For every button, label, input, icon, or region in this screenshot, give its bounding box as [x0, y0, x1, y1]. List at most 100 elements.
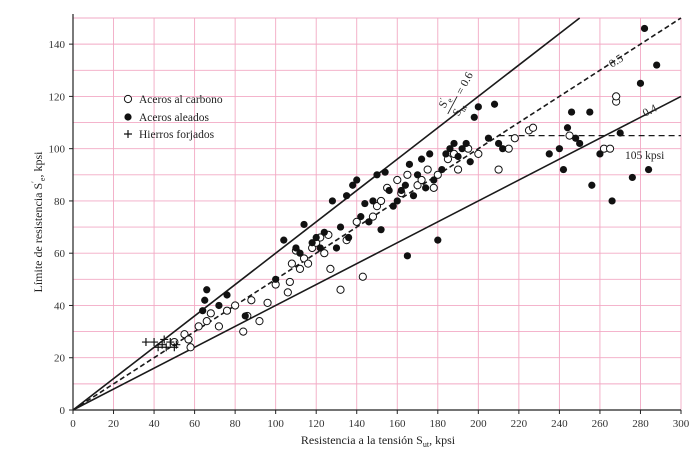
y-tick-label: 80: [54, 196, 66, 208]
point-alloy-steel: [405, 160, 414, 168]
point-alloy-steel: [292, 244, 300, 252]
point-alloy-steel: [484, 134, 493, 142]
y-axis-title-main: Límite de resistencia S: [31, 183, 45, 293]
point-alloy-steel: [640, 24, 649, 33]
point-alloy-steel: [454, 152, 462, 161]
ratio-numerator-sup: ′: [438, 96, 447, 102]
x-tick-label: 200: [470, 418, 487, 430]
x-tick-label: 260: [592, 418, 609, 430]
point-alloy-steel: [308, 239, 316, 247]
point-wrought-iron: [172, 340, 181, 349]
tick-labels: 0 20 40 60 80 100 120 140 160 180 200 220 240 260 280 3…: [49, 39, 690, 430]
point-carbon-steel: [358, 272, 367, 281]
point-alloy-steel: [422, 184, 430, 192]
point-carbon-steel: [222, 306, 232, 315]
point-alloy-steel: [576, 139, 584, 148]
y-axis-title-sup: ′: [30, 181, 39, 183]
point-alloy-steel: [636, 79, 645, 87]
point-carbon-steel: [352, 217, 361, 226]
point-carbon-steel: [255, 317, 264, 326]
point-alloy-steel: [373, 171, 381, 179]
point-carbon-steel: [206, 309, 215, 318]
point-alloy-steel: [365, 218, 373, 226]
point-alloy-steel: [199, 307, 207, 315]
ratio-denominator-main: S: [451, 107, 465, 118]
legend-label-wrought: Hierros forjados: [139, 129, 215, 141]
point-carbon-steel: [186, 343, 195, 352]
point-carbon-steel: [239, 327, 248, 336]
legend-label-carbon: Aceros al carbono: [139, 94, 223, 106]
ratio-numerator: S′e: [435, 93, 455, 111]
point-alloy-steel: [316, 244, 324, 252]
x-tick-label: 20: [108, 418, 120, 430]
point-carbon-steel: [453, 165, 463, 174]
point-carbon-steel: [299, 254, 309, 263]
point-carbon-steel: [565, 131, 574, 140]
point-alloy-steel: [349, 181, 357, 189]
point-alloy-steel: [377, 226, 385, 234]
x-tick-label: 60: [189, 418, 201, 430]
point-carbon-steel: [283, 288, 292, 297]
point-alloy-steel: [201, 296, 209, 304]
point-wrought-iron: [141, 338, 150, 347]
point-alloy-steel: [430, 176, 438, 184]
point-carbon-steel: [247, 296, 256, 305]
y-tick-label: 100: [49, 144, 66, 156]
point-alloy-steel: [616, 129, 624, 137]
x-axis-title-sub: ut: [423, 440, 430, 449]
y-axis-title-unit: , kpsi: [31, 151, 45, 178]
y-tick-label: 140: [49, 39, 66, 51]
point-alloy-steel: [320, 228, 328, 236]
point-carbon-steel: [320, 249, 329, 258]
point-alloy-steel: [545, 150, 553, 158]
point-alloy-steel: [296, 249, 304, 257]
point-alloy-steel: [409, 192, 418, 200]
x-tick-label: 220: [511, 418, 528, 430]
legend-marker-carbon: [123, 94, 133, 104]
point-alloy-steel: [450, 139, 458, 148]
point-carbon-steel: [194, 322, 203, 331]
point-carbon-steel: [214, 322, 224, 331]
y-tick-label: 40: [54, 300, 66, 312]
x-axis-title: Resistencia a la tensión Sut, kpsi: [301, 433, 456, 449]
point-alloy-steel: [608, 197, 616, 205]
data-points: [141, 24, 661, 352]
point-wrought-iron: [154, 343, 163, 352]
point-alloy-steel: [328, 197, 337, 205]
point-carbon-steel: [184, 335, 193, 344]
point-carbon-steel: [376, 196, 386, 206]
point-carbon-steel: [295, 264, 305, 273]
point-alloy-steel: [403, 252, 411, 260]
x-tick-label: 80: [230, 418, 242, 430]
point-carbon-steel: [403, 170, 412, 179]
point-alloy-steel: [434, 236, 442, 244]
point-carbon-steel: [612, 92, 621, 101]
y-axis-title-sub: e: [38, 177, 47, 181]
point-carbon-steel: [303, 259, 313, 268]
x-tick-label: 160: [389, 418, 406, 430]
x-axis-title-main: Resistencia a la tensión S: [301, 433, 423, 447]
point-carbon-steel: [494, 165, 503, 174]
point-carbon-steel: [285, 277, 294, 287]
point-alloy-steel: [644, 165, 653, 174]
x-tick-label: 180: [430, 418, 447, 430]
ratio-fraction-bar: [447, 96, 458, 115]
point-alloy-steel: [474, 103, 482, 111]
point-alloy-steel: [300, 220, 308, 229]
point-alloy-steel: [563, 124, 572, 132]
point-alloy-steel: [470, 113, 478, 121]
x-tick-label: 120: [308, 418, 325, 430]
point-wrought-iron: [166, 338, 175, 347]
reference-line-0.6: [72, 17, 581, 411]
point-alloy-steel: [241, 312, 249, 320]
point-carbon-steel: [287, 259, 296, 268]
point-carbon-steel: [429, 183, 438, 192]
point-alloy-steel: [559, 165, 568, 174]
point-alloy-steel: [203, 286, 211, 294]
point-carbon-steel: [528, 123, 538, 132]
horizontal-ref-label: 105 kpsi: [625, 150, 664, 162]
point-carbon-steel: [605, 144, 615, 153]
x-tick-label: 0: [70, 418, 76, 430]
